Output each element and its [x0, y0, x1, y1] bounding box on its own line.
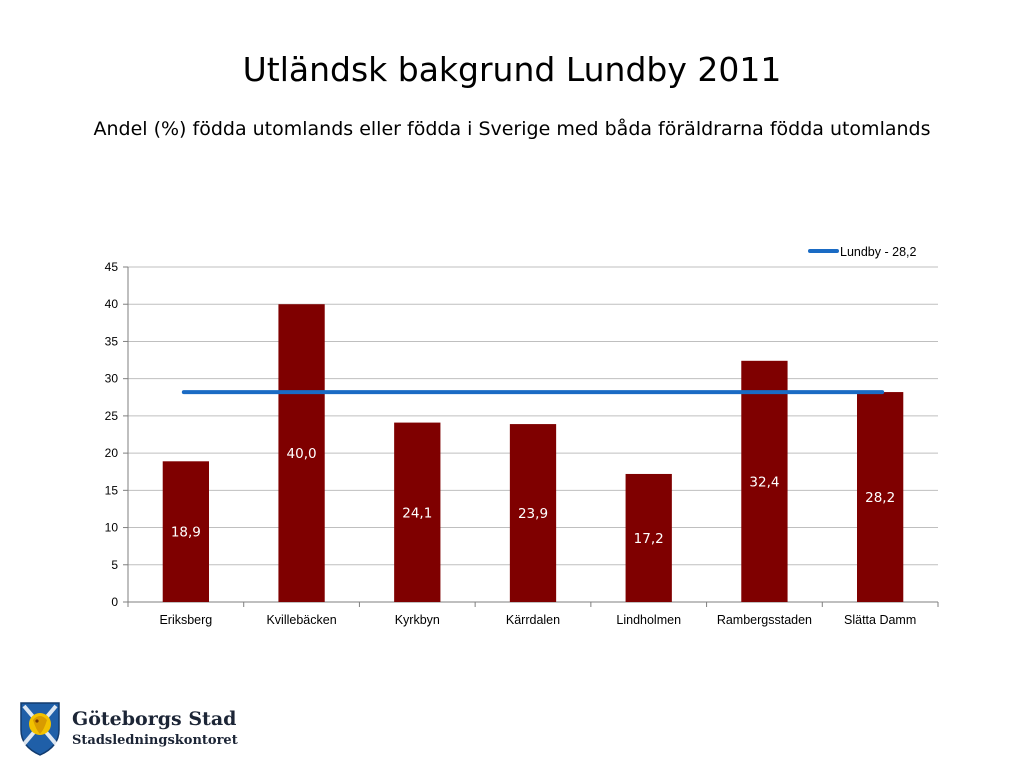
- bar: [162, 461, 209, 602]
- crest-icon: [20, 702, 60, 756]
- category-label: Kyrkbyn: [395, 613, 440, 627]
- bar: [278, 304, 325, 602]
- bar: [741, 360, 788, 602]
- logo-name: Göteborgs Stad: [72, 708, 237, 730]
- y-tick-label: 35: [105, 334, 119, 348]
- y-tick-label: 0: [111, 595, 118, 609]
- category-label: Slätta Damm: [844, 613, 916, 627]
- bar: [857, 392, 904, 602]
- y-tick-label: 30: [105, 372, 119, 386]
- data-label: 18,9: [171, 525, 201, 541]
- y-tick-label: 15: [105, 483, 119, 497]
- category-label: Eriksberg: [159, 613, 212, 627]
- bar: [509, 424, 557, 602]
- chart-title: Utländsk bakgrund Lundby 2011: [242, 50, 782, 89]
- y-tick-label: 25: [105, 409, 119, 423]
- legend-label: Lundby - 28,2: [840, 245, 916, 259]
- data-label: 32,4: [749, 474, 779, 490]
- bar: [394, 422, 441, 602]
- y-tick-label: 40: [105, 297, 119, 311]
- goteborgs-stad-logo: Göteborgs Stad Stadsledningskontoret: [18, 698, 258, 758]
- data-label: 17,2: [634, 531, 664, 547]
- logo-department: Stadsledningskontoret: [72, 733, 238, 748]
- category-label: Kvillebäcken: [266, 613, 336, 627]
- category-label: Rambergsstaden: [717, 613, 812, 627]
- data-label: 28,2: [865, 490, 895, 506]
- chart-subtitle: Andel (%) födda utomlands eller födda i …: [93, 118, 931, 140]
- category-label: Kärrdalen: [506, 613, 560, 627]
- data-label: 40,0: [287, 446, 317, 462]
- y-tick-label: 45: [105, 260, 119, 274]
- bar: [625, 473, 672, 602]
- data-label: 23,9: [518, 506, 548, 522]
- y-tick-label: 10: [105, 521, 119, 535]
- data-label: 24,1: [402, 505, 432, 521]
- category-label: Lindholmen: [616, 613, 681, 627]
- y-tick-label: 5: [111, 558, 118, 572]
- y-tick-label: 20: [105, 446, 119, 460]
